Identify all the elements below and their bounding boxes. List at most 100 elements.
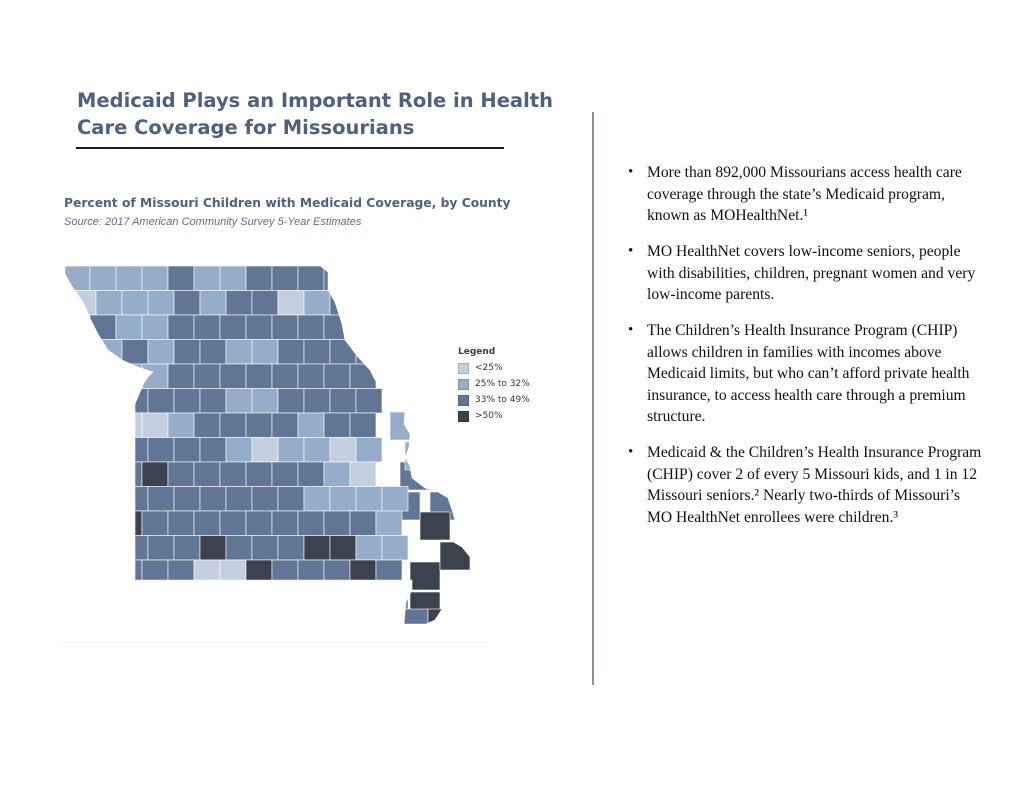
county-region xyxy=(95,535,123,561)
county-region xyxy=(379,264,411,291)
county-region xyxy=(401,608,429,624)
county-region xyxy=(65,461,91,487)
county-region xyxy=(141,265,169,291)
county-region xyxy=(355,535,383,561)
county-region xyxy=(89,559,117,585)
county-region xyxy=(199,486,227,512)
legend-label-25-32: 25% to 32% xyxy=(475,379,530,389)
legend-item-lt25: <25% xyxy=(458,360,558,376)
county-region xyxy=(219,363,247,389)
county-region xyxy=(245,559,273,585)
county-region xyxy=(329,437,357,463)
legend-label-33-49: 33% to 49% xyxy=(475,395,530,405)
county-region xyxy=(323,314,351,340)
county-region xyxy=(193,363,221,389)
county-region xyxy=(439,541,471,571)
county-region xyxy=(167,314,195,340)
county-region xyxy=(199,437,227,463)
county-region xyxy=(69,388,97,414)
county-region xyxy=(69,339,97,365)
county-region xyxy=(95,339,123,365)
county-map-svg xyxy=(64,263,473,625)
county-region xyxy=(375,608,403,624)
county-region xyxy=(95,388,123,414)
county-region xyxy=(147,437,175,463)
county-region xyxy=(323,510,351,536)
county-region xyxy=(115,314,143,340)
county-region xyxy=(329,486,357,512)
county-region xyxy=(69,486,97,512)
county-region xyxy=(225,339,253,365)
county-region xyxy=(199,388,227,414)
county-region xyxy=(167,559,195,585)
county-region xyxy=(271,265,299,291)
county-region xyxy=(141,608,169,624)
county-region xyxy=(349,363,377,389)
county-region xyxy=(173,339,201,365)
county-region xyxy=(251,388,279,414)
county-region xyxy=(251,339,279,365)
county-region xyxy=(251,584,279,610)
county-region xyxy=(349,510,377,536)
county-region xyxy=(277,486,305,512)
county-region xyxy=(89,314,117,340)
county-region xyxy=(147,486,175,512)
page-title: Medicaid Plays an Important Role in Heal… xyxy=(77,87,557,141)
county-region xyxy=(219,608,247,624)
county-region xyxy=(115,510,143,536)
county-region xyxy=(277,535,305,561)
county-region xyxy=(167,608,195,624)
county-region xyxy=(89,461,117,487)
county-region xyxy=(193,510,221,536)
legend-label-gt50: >50% xyxy=(475,411,503,421)
county-region xyxy=(219,412,247,438)
county-region xyxy=(404,441,436,471)
county-region xyxy=(225,437,253,463)
facts-list: More than 892,000 Missourians access hea… xyxy=(628,162,983,543)
legend-swatch-33-49 xyxy=(458,394,469,406)
county-region xyxy=(355,388,383,414)
column-divider xyxy=(592,112,594,685)
county-region xyxy=(193,412,221,438)
county-region xyxy=(219,265,247,291)
county-region xyxy=(225,584,253,610)
county-region xyxy=(65,265,91,291)
county-region xyxy=(89,608,117,624)
county-region xyxy=(349,608,377,624)
county-region xyxy=(95,486,123,512)
page-title-line-1: Medicaid Plays an Important Role in Heal… xyxy=(77,89,553,112)
county-region xyxy=(173,437,201,463)
state-outline xyxy=(64,263,473,625)
county-region xyxy=(69,290,97,316)
county-region xyxy=(245,363,273,389)
county-region xyxy=(303,290,331,316)
county-region xyxy=(167,363,195,389)
fact-bullet-1: More than 892,000 Missourians access hea… xyxy=(628,162,983,227)
county-region xyxy=(173,584,201,610)
county-region xyxy=(225,486,253,512)
county-region xyxy=(173,486,201,512)
county-region xyxy=(199,290,227,316)
county-region xyxy=(323,559,351,585)
county-region xyxy=(349,314,377,340)
county-region xyxy=(277,584,305,610)
fact-bullet-4: Medicaid & the Children’s Health Insuran… xyxy=(628,442,983,528)
county-region xyxy=(141,412,169,438)
county-region xyxy=(245,314,273,340)
county-region xyxy=(141,363,169,389)
county-region xyxy=(271,559,299,585)
county-region xyxy=(303,584,331,610)
county-region xyxy=(147,290,175,316)
county-region xyxy=(375,559,403,585)
legend-item-gt50: >50% xyxy=(458,408,558,424)
legend-swatch-25-32 xyxy=(458,378,469,390)
county-region xyxy=(303,339,331,365)
county-region xyxy=(121,339,149,365)
county-region xyxy=(193,461,221,487)
county-region xyxy=(323,461,351,487)
county-region xyxy=(141,314,169,340)
county-region xyxy=(89,510,117,536)
county-region xyxy=(141,510,169,536)
county-region xyxy=(271,314,299,340)
county-region xyxy=(303,437,331,463)
